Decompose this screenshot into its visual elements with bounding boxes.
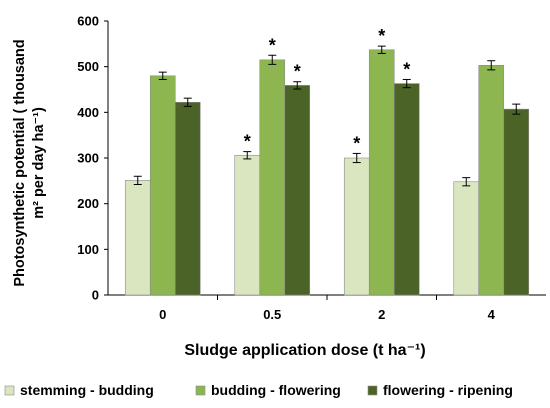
x-tick-label: 2	[378, 307, 385, 322]
y-tick-label: 600	[77, 14, 99, 29]
significance-marker: *	[294, 62, 301, 82]
bar	[124, 180, 151, 296]
significance-marker: *	[244, 132, 251, 152]
bar	[284, 85, 311, 296]
y-axis-title-line2: m² per day ha⁻¹)	[31, 107, 47, 219]
legend-label: budding - flowering	[211, 382, 341, 398]
legend-swatch	[4, 385, 15, 396]
bar	[259, 59, 286, 296]
legend-label: stemming - budding	[20, 382, 154, 398]
bar	[503, 108, 530, 296]
x-tick-label: 0.5	[263, 307, 281, 322]
legend-swatch	[367, 385, 378, 396]
bar	[174, 101, 201, 296]
bar	[343, 157, 370, 296]
tick-labels: 0 100 200 300 400 500 600 0 0.5 2 4	[77, 14, 495, 323]
bar	[149, 75, 176, 296]
bar	[453, 181, 480, 296]
bar	[368, 49, 395, 296]
significance-marker: *	[378, 26, 385, 46]
y-tick-label: 400	[77, 105, 99, 120]
y-axis-title-line1: Photosynthetic potential ( thousand	[12, 39, 28, 286]
x-tick-label: 0	[159, 307, 166, 322]
y-tick-label: 0	[92, 288, 99, 303]
bar	[478, 64, 505, 296]
y-tick-label: 100	[77, 242, 99, 257]
y-tick-label: 300	[77, 151, 99, 166]
x-axis-title: Sludge application dose (t ha⁻¹)	[184, 342, 425, 359]
x-tick-label: 4	[488, 307, 496, 322]
legend-label: flowering - ripening	[383, 382, 513, 398]
bars: * * * * * *	[124, 26, 530, 296]
y-tick-label: 500	[77, 59, 99, 74]
bar	[234, 154, 261, 296]
y-axis-title: Photosynthetic potential ( thousand m² p…	[12, 39, 47, 286]
significance-marker: *	[353, 133, 360, 153]
y-tick-label: 200	[77, 196, 99, 211]
significance-marker: *	[403, 59, 410, 79]
significance-marker: *	[269, 35, 276, 55]
bar	[393, 83, 420, 296]
legend: stemming - budding budding - flowering flo…	[4, 382, 513, 398]
legend-swatch	[195, 385, 206, 396]
